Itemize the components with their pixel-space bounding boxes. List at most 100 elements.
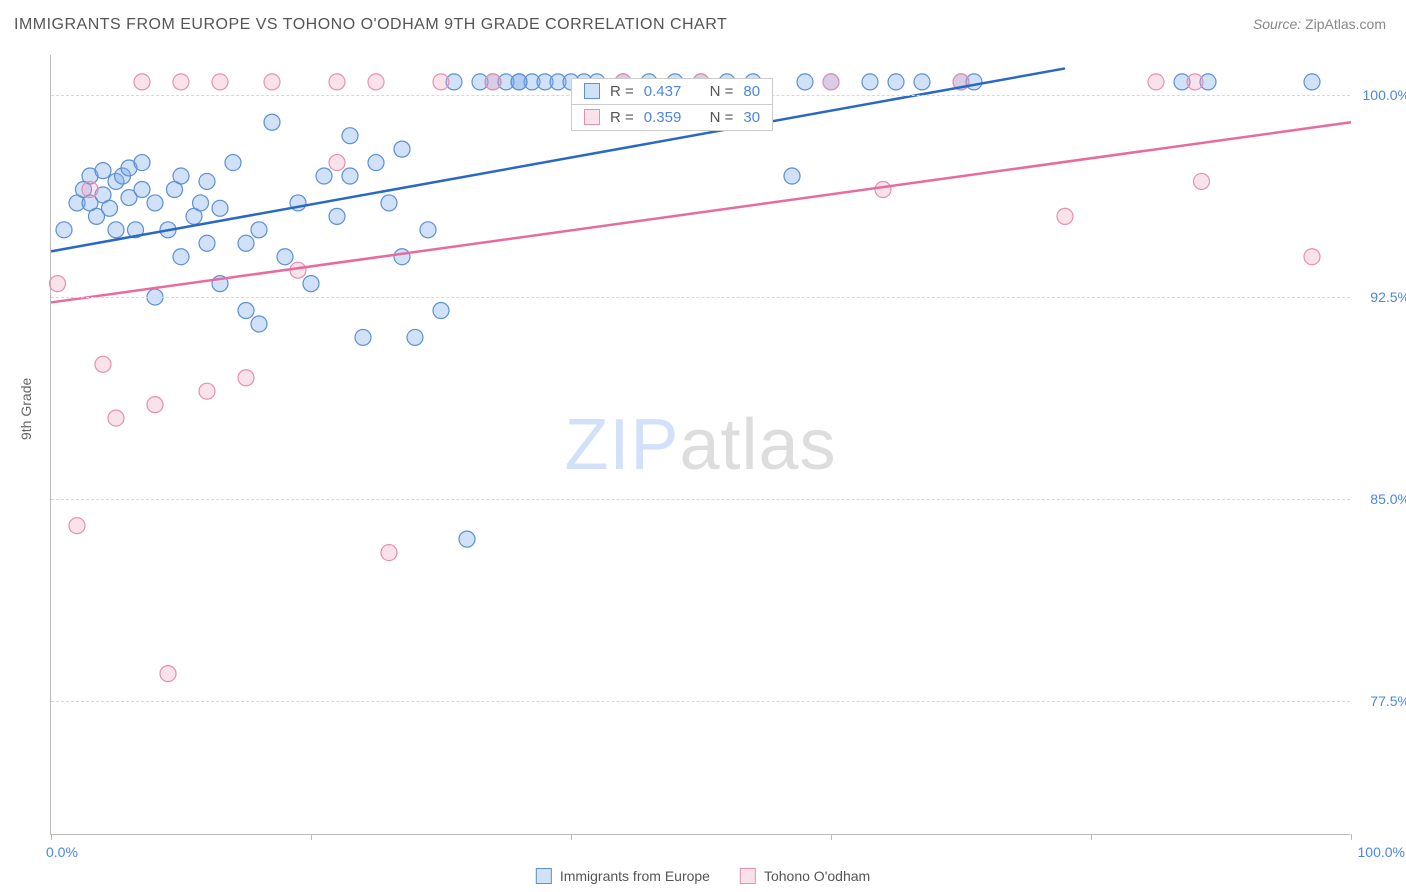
correlation-legend-row: R = 0.359 N = 30 <box>572 105 772 130</box>
scatter-point <box>212 200 228 216</box>
gridline <box>51 701 1350 702</box>
gridline <box>51 297 1350 298</box>
scatter-point <box>914 74 930 90</box>
scatter-point <box>108 410 124 426</box>
scatter-point <box>823 74 839 90</box>
scatter-point <box>212 74 228 90</box>
legend-label: Tohono O'odham <box>764 868 870 884</box>
scatter-point <box>95 163 111 179</box>
scatter-point <box>407 329 423 345</box>
source-credit: Source: ZipAtlas.com <box>1253 16 1386 32</box>
scatter-point <box>1304 249 1320 265</box>
scatter-point <box>381 545 397 561</box>
xtick-label-min: 0.0% <box>46 844 78 860</box>
n-label: N = <box>710 109 734 126</box>
r-value: 0.359 <box>644 109 682 126</box>
legend-item: Immigrants from Europe <box>536 868 710 884</box>
scatter-point <box>193 195 209 211</box>
ytick-label: 100.0% <box>1355 87 1406 103</box>
scatter-point <box>238 370 254 386</box>
scatter-point <box>1187 74 1203 90</box>
scatter-point <box>459 531 475 547</box>
scatter-point <box>56 222 72 238</box>
r-label: R = <box>610 83 634 100</box>
scatter-point <box>329 208 345 224</box>
legend-label: Immigrants from Europe <box>560 868 710 884</box>
scatter-point <box>1194 173 1210 189</box>
n-value: 30 <box>743 109 760 126</box>
scatter-point <box>1057 208 1073 224</box>
scatter-point <box>329 74 345 90</box>
scatter-point <box>381 195 397 211</box>
scatter-point <box>784 168 800 184</box>
scatter-point <box>134 181 150 197</box>
scatter-point <box>50 276 66 292</box>
scatter-point <box>862 74 878 90</box>
scatter-point <box>329 155 345 171</box>
scatter-point <box>251 316 267 332</box>
scatter-point <box>134 74 150 90</box>
plot-area: ZIPatlas 77.5%85.0%92.5%100.0%0.0%100.0%… <box>50 55 1350 835</box>
trend-line <box>51 122 1351 302</box>
scatter-point <box>199 383 215 399</box>
scatter-point <box>355 329 371 345</box>
scatter-point <box>485 74 501 90</box>
legend-swatch <box>740 868 756 884</box>
scatter-point <box>264 114 280 130</box>
scatter-point <box>368 74 384 90</box>
scatter-point <box>420 222 436 238</box>
scatter-point <box>394 249 410 265</box>
xtick <box>1091 834 1092 840</box>
scatter-point <box>108 222 124 238</box>
scatter-point <box>342 168 358 184</box>
r-value: 0.437 <box>644 83 682 100</box>
scatter-point <box>394 141 410 157</box>
chart-title: IMMIGRANTS FROM EUROPE VS TOHONO O'ODHAM… <box>14 16 727 34</box>
legend-item: Tohono O'odham <box>740 868 870 884</box>
source-label: Source: <box>1253 16 1301 32</box>
scatter-point <box>433 74 449 90</box>
scatter-point <box>251 222 267 238</box>
xtick <box>831 834 832 840</box>
scatter-point <box>82 181 98 197</box>
scatter-point <box>225 155 241 171</box>
legend-swatch <box>584 83 600 99</box>
scatter-point <box>134 155 150 171</box>
xtick <box>1351 834 1352 840</box>
n-label: N = <box>710 83 734 100</box>
ytick-label: 85.0% <box>1355 491 1406 507</box>
n-value: 80 <box>743 83 760 100</box>
correlation-legend-row: R = 0.437 N = 80 <box>572 79 772 105</box>
chart-canvas <box>51 55 1350 834</box>
y-axis-label: 9th Grade <box>18 378 34 440</box>
gridline <box>51 499 1350 500</box>
scatter-point <box>888 74 904 90</box>
scatter-point <box>316 168 332 184</box>
scatter-point <box>147 397 163 413</box>
scatter-point <box>1148 74 1164 90</box>
scatter-point <box>199 235 215 251</box>
legend-swatch <box>584 109 600 125</box>
xtick <box>311 834 312 840</box>
scatter-point <box>147 195 163 211</box>
scatter-point <box>875 181 891 197</box>
scatter-point <box>173 168 189 184</box>
r-label: R = <box>610 109 634 126</box>
scatter-point <box>511 74 527 90</box>
scatter-point <box>797 74 813 90</box>
scatter-point <box>303 276 319 292</box>
scatter-point <box>95 356 111 372</box>
legend-swatch <box>536 868 552 884</box>
scatter-point <box>173 249 189 265</box>
scatter-point <box>102 200 118 216</box>
scatter-point <box>199 173 215 189</box>
scatter-point <box>69 518 85 534</box>
correlation-legend: R = 0.437 N = 80 R = 0.359 N = 30 <box>571 78 773 131</box>
scatter-point <box>238 235 254 251</box>
xtick-label-max: 100.0% <box>1358 844 1405 860</box>
scatter-point <box>433 303 449 319</box>
xtick <box>51 834 52 840</box>
xtick <box>571 834 572 840</box>
scatter-point <box>368 155 384 171</box>
scatter-point <box>264 74 280 90</box>
